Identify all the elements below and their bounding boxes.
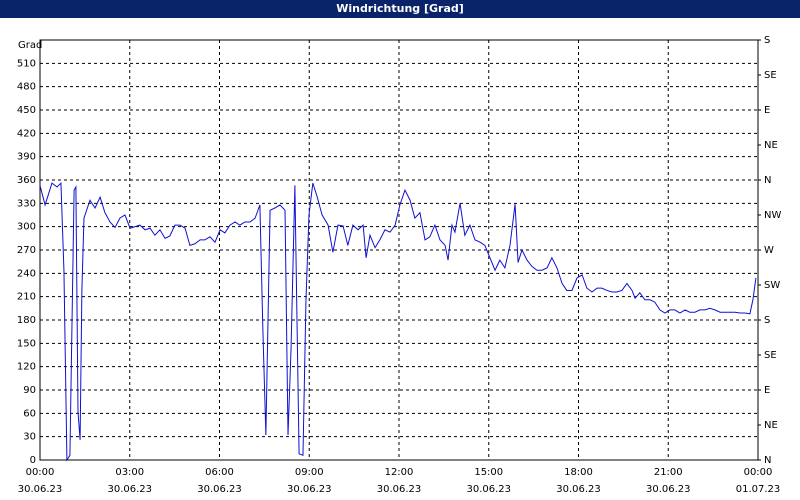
y-tick-label: 450 — [17, 105, 36, 116]
x-tick-date: 01.07.23 — [736, 484, 781, 495]
y2-tick-label: N — [764, 455, 771, 466]
y2-tick-label: S — [764, 35, 770, 46]
y-tick-label: 150 — [17, 338, 36, 349]
x-tick-date: 30.06.23 — [466, 484, 511, 495]
y-tick-label: 330 — [17, 198, 36, 209]
y-tick-label: 90 — [23, 385, 36, 396]
x-tick-date: 30.06.23 — [107, 484, 152, 495]
y-axis-label: Grad — [18, 40, 42, 51]
x-tick-label: 00:00 — [26, 467, 55, 478]
y-tick-label: 210 — [17, 292, 36, 303]
y-tick-label: 480 — [17, 82, 36, 93]
y2-tick-label: NW — [764, 210, 781, 221]
x-tick-label: 03:00 — [115, 467, 144, 478]
x-tick-label: 09:00 — [295, 467, 324, 478]
y2-tick-label: NE — [764, 140, 778, 151]
x-tick-date: 30.06.23 — [197, 484, 242, 495]
y-tick-label: 180 — [17, 315, 36, 326]
y-tick-label: 420 — [17, 128, 36, 139]
y-tick-label: 30 — [23, 432, 36, 443]
y2-tick-label: W — [764, 245, 774, 256]
y-tick-label: 360 — [17, 175, 36, 186]
data-line — [39, 181, 757, 462]
y-tick-label: 510 — [17, 58, 36, 69]
y-tick-label: 270 — [17, 245, 36, 256]
x-tick-label: 15:00 — [474, 467, 503, 478]
y2-tick-label: E — [764, 105, 770, 116]
x-tick-label: 00:00 — [744, 467, 773, 478]
y-tick-label: 390 — [17, 152, 36, 163]
y2-tick-label: SW — [764, 280, 780, 291]
y-tick-label: 120 — [17, 362, 36, 373]
y2-tick-label: SE — [764, 350, 777, 361]
x-tick-label: 18:00 — [564, 467, 593, 478]
y-tick-label: 300 — [17, 222, 36, 233]
y2-tick-label: N — [764, 175, 771, 186]
x-tick-date: 30.06.23 — [287, 484, 332, 495]
y-tick-label: 60 — [23, 408, 36, 419]
y2-tick-label: NE — [764, 420, 778, 431]
x-tick-label: 21:00 — [654, 467, 683, 478]
chart-title: Windrichtung [Grad] — [336, 2, 464, 15]
x-tick-label: 06:00 — [205, 467, 234, 478]
x-tick-date: 30.06.23 — [18, 484, 63, 495]
title-bar — [0, 0, 800, 18]
x-tick-date: 30.06.23 — [377, 484, 422, 495]
y-tick-label: 0 — [30, 455, 36, 466]
y2-tick-label: SE — [764, 70, 777, 81]
y2-tick-label: E — [764, 385, 770, 396]
x-tick-label: 12:00 — [385, 467, 414, 478]
y-tick-label: 240 — [17, 268, 36, 279]
x-tick-date: 30.06.23 — [646, 484, 691, 495]
y2-tick-label: S — [764, 315, 770, 326]
x-tick-date: 30.06.23 — [556, 484, 601, 495]
